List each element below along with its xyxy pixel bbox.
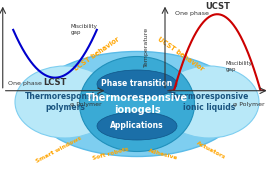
Text: One phase: One phase [175,11,209,16]
Text: φ Polymer: φ Polymer [233,102,264,107]
Text: Soft robots: Soft robots [92,147,130,161]
Text: Thermoresponsive
ionogels: Thermoresponsive ionogels [86,93,188,115]
Text: Smart windows: Smart windows [35,136,83,164]
Text: Miscibility
gap: Miscibility gap [226,61,252,72]
Ellipse shape [15,66,115,138]
Ellipse shape [32,51,242,156]
Text: Actuators: Actuators [196,140,227,160]
Text: Thermoresponsive
ionic liquids: Thermoresponsive ionic liquids [169,92,249,112]
Ellipse shape [97,70,177,98]
Text: Adhesive: Adhesive [148,148,178,160]
Ellipse shape [97,112,177,140]
Text: φ Polymer: φ Polymer [70,102,102,107]
Text: Thermoresponsive
polymers: Thermoresponsive polymers [25,92,105,112]
Text: Temperature: Temperature [144,27,149,67]
Text: UCST: UCST [205,2,230,11]
Text: UCST behavior: UCST behavior [157,36,205,72]
Ellipse shape [159,66,259,138]
Text: LCST behavior: LCST behavior [73,36,121,72]
Text: Applications: Applications [110,122,164,130]
Ellipse shape [79,57,194,152]
Text: Miscibility
gap: Miscibility gap [71,24,98,35]
Text: One phase: One phase [8,81,42,85]
Text: LCST: LCST [43,78,67,87]
Text: Phase transition: Phase transition [101,80,173,88]
